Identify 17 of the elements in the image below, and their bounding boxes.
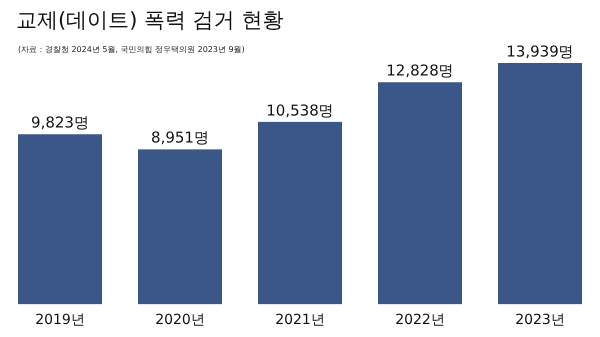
bar [378, 82, 462, 304]
x-tick-label: 2023년 [515, 312, 565, 328]
data-label: 13,939명 [506, 42, 574, 60]
data-label: 10,538명 [266, 101, 334, 120]
x-tick-label: 2022년 [395, 312, 445, 328]
bar [498, 63, 582, 304]
chart-subtitle: (자료 : 경찰청 2024년 5월, 국민의힘 정우택의원 2023년 9월) [18, 44, 245, 55]
bar [138, 149, 222, 304]
chart-title: 교제(데이트) 폭력 검거 현황 [16, 7, 284, 34]
x-tick-label: 2020년 [155, 312, 205, 328]
x-tick-label: 2021년 [275, 312, 325, 328]
bar [258, 122, 342, 304]
data-label: 12,828명 [386, 62, 454, 80]
data-label: 9,823명 [31, 114, 89, 132]
data-label: 8,951명 [151, 128, 209, 147]
bar [18, 134, 102, 304]
x-tick-label: 2019년 [35, 312, 85, 328]
